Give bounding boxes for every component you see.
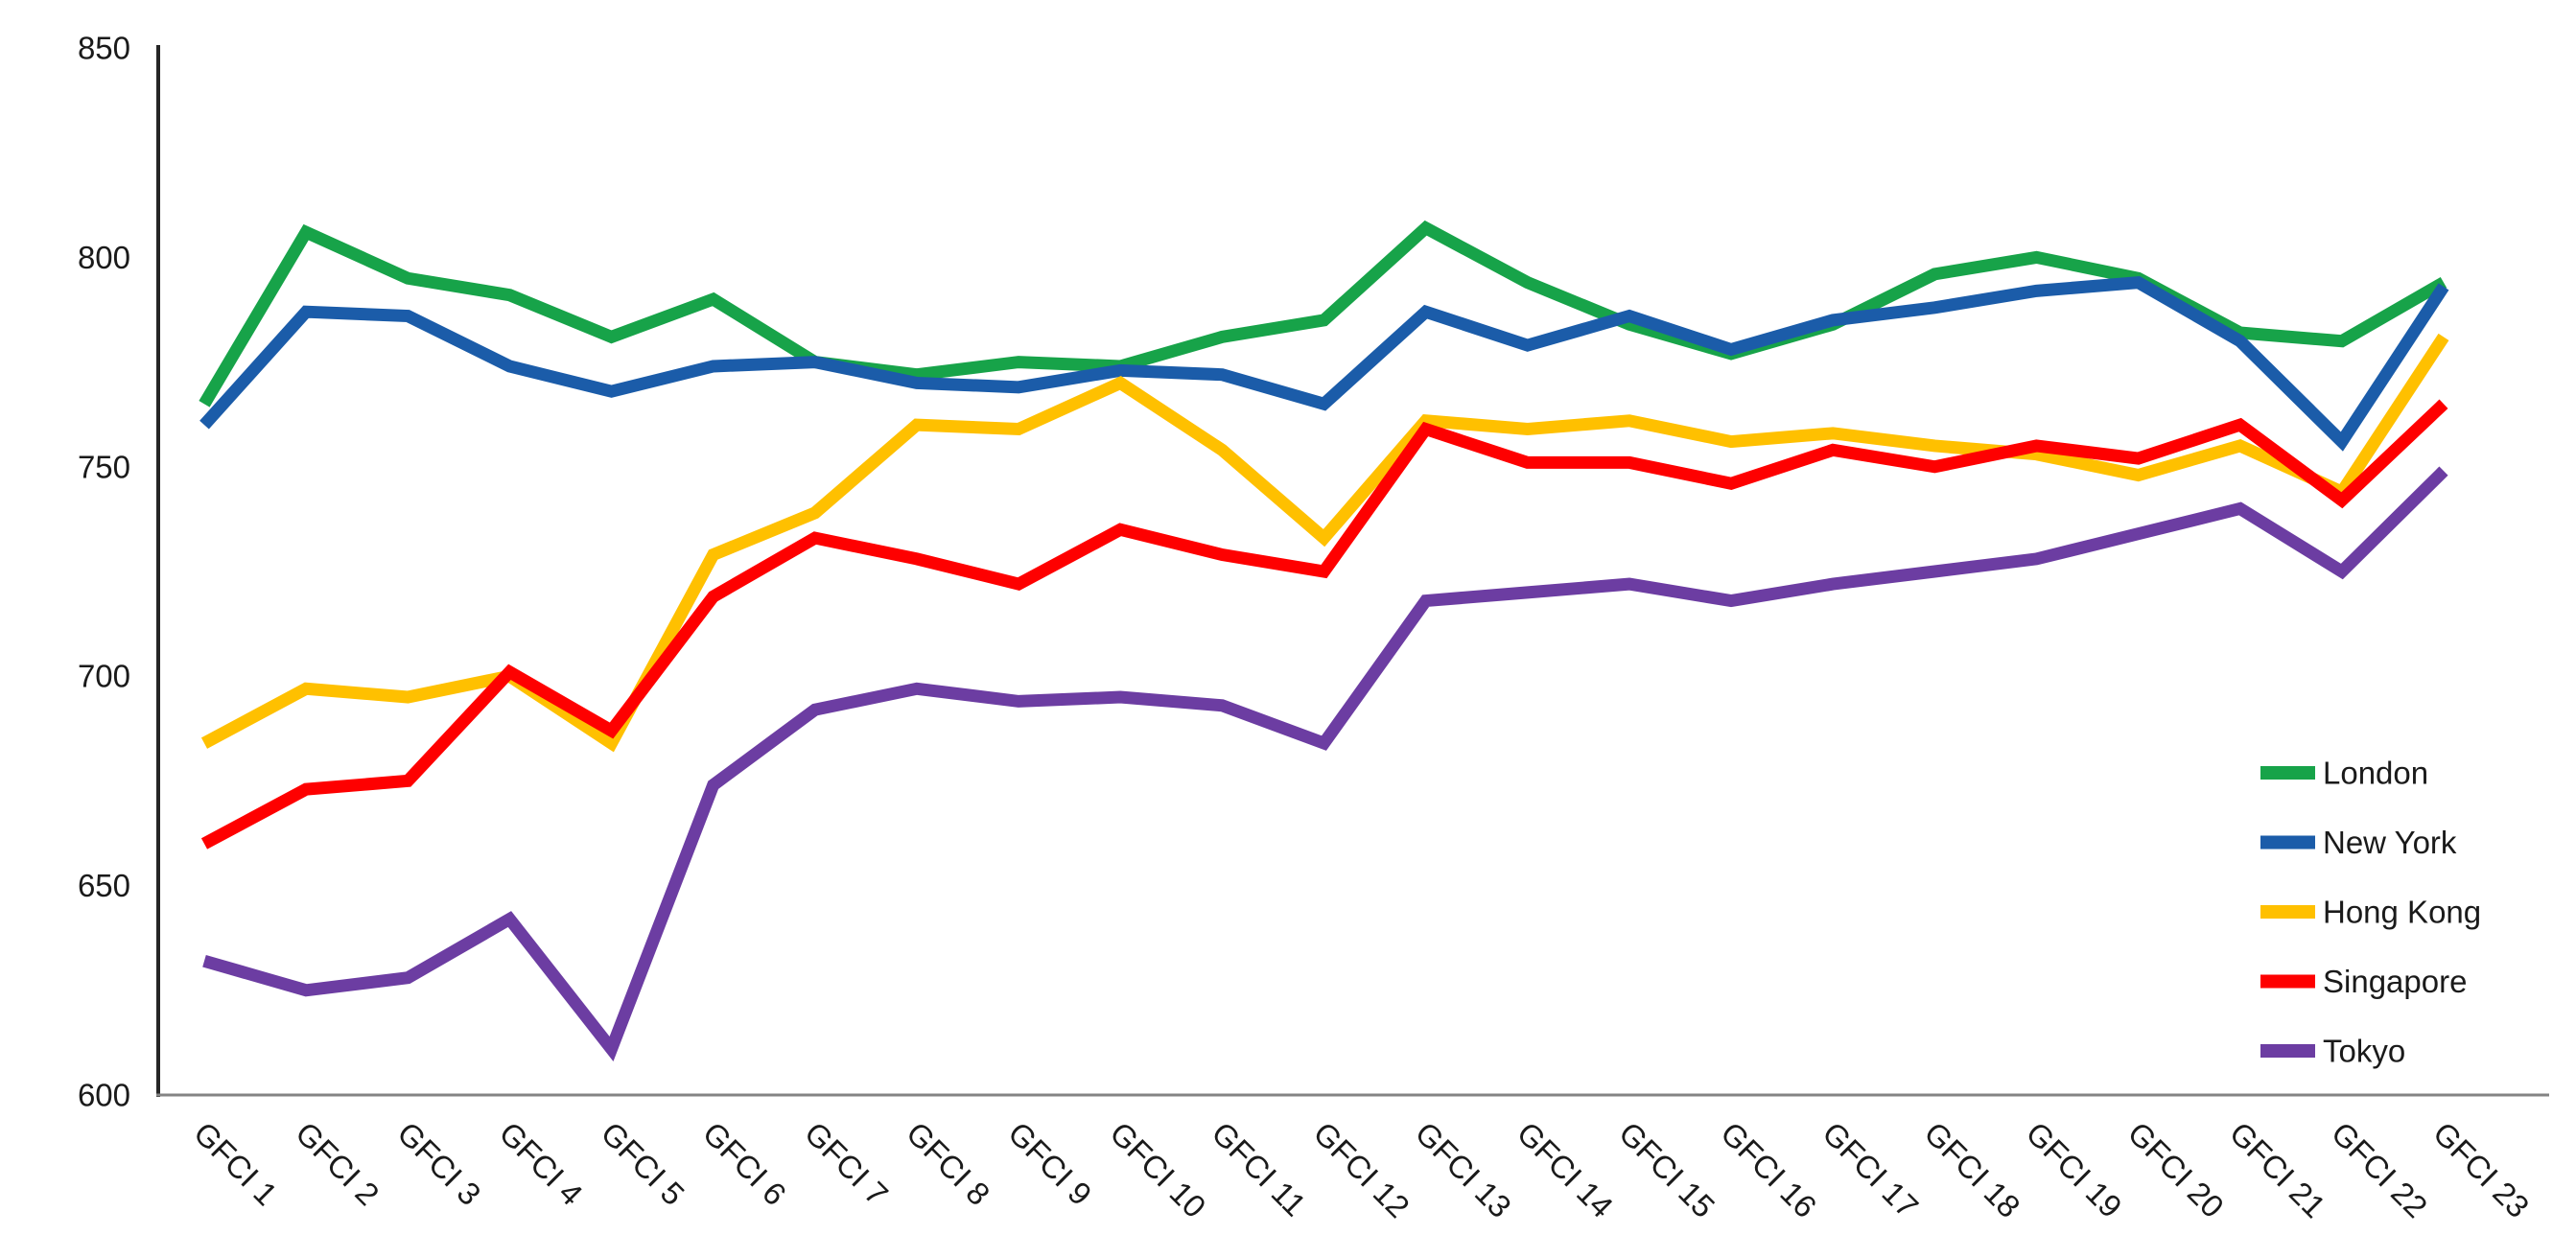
x-tick-label: GFCI 18 xyxy=(1917,1115,2026,1224)
legend-label-singapore: Singapore xyxy=(2323,964,2467,999)
series-line-hong-kong xyxy=(200,333,2449,753)
x-tick-label: GFCI 20 xyxy=(2121,1115,2231,1224)
x-tick-label: GFCI 11 xyxy=(1205,1115,1313,1223)
legend-label-new-york: New York xyxy=(2323,825,2457,860)
y-tick-label: 750 xyxy=(78,449,130,484)
x-tick-label: GFCI 15 xyxy=(1612,1115,1721,1224)
series-line-singapore xyxy=(200,399,2448,850)
x-tick-label: GFCI 17 xyxy=(1815,1115,1925,1224)
series-line-london xyxy=(199,220,2447,408)
x-tick-label: GFCI 7 xyxy=(798,1115,895,1212)
x-tick-label: GFCI 23 xyxy=(2426,1115,2536,1224)
x-tick-label: GFCI 22 xyxy=(2325,1115,2434,1224)
x-tick-label: GFCI 10 xyxy=(1103,1115,1212,1224)
x-tick-label: GFCI 6 xyxy=(696,1115,793,1212)
x-tick-label: GFCI 13 xyxy=(1409,1115,1518,1224)
x-tick-label: GFCI 2 xyxy=(289,1115,386,1212)
x-tick-label: GFCI 3 xyxy=(390,1115,487,1212)
x-tick-label: GFCI 4 xyxy=(492,1115,589,1212)
y-tick-label: 800 xyxy=(78,240,130,275)
y-tick-label: 600 xyxy=(78,1078,130,1113)
x-tick-label: GFCI 1 xyxy=(187,1115,284,1212)
legend-label-hong-kong: Hong Kong xyxy=(2323,895,2481,930)
x-tick-label: GFCI 19 xyxy=(2020,1115,2129,1224)
series-line-tokyo xyxy=(202,466,2448,1061)
x-tick-label: GFCI 12 xyxy=(1307,1115,1417,1224)
y-tick-label: 850 xyxy=(78,31,130,66)
series-line-new-york xyxy=(199,275,2449,452)
x-tick-label: GFCI 5 xyxy=(595,1115,691,1212)
y-tick-label: 700 xyxy=(78,659,130,694)
x-tick-label: GFCI 21 xyxy=(2223,1115,2332,1224)
y-tick-label: 650 xyxy=(78,868,130,903)
x-tick-label: GFCI 8 xyxy=(900,1115,996,1212)
legend-label-london: London xyxy=(2323,756,2428,791)
x-tick-label: GFCI 9 xyxy=(1001,1115,1098,1212)
x-tick-label: GFCI 14 xyxy=(1510,1115,1620,1224)
x-tick-label: GFCI 16 xyxy=(1714,1115,1823,1224)
legend-label-tokyo: Tokyo xyxy=(2323,1034,2405,1069)
